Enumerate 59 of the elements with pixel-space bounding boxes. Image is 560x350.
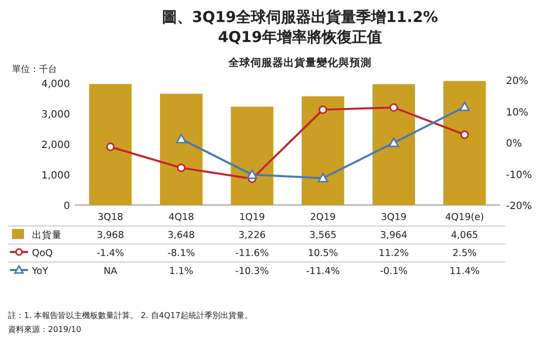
bar	[443, 81, 486, 205]
y-tick-label: 4,000	[41, 79, 70, 90]
data-label: 3,648	[168, 230, 195, 241]
x-tick-label: 3Q18	[98, 212, 124, 223]
point	[460, 130, 469, 139]
y2-tick-label: -20%	[506, 201, 532, 212]
point	[318, 172, 328, 182]
data-label: 11.4%	[449, 266, 480, 277]
data-label: 4,065	[450, 230, 478, 241]
data-label: -10.3%	[235, 266, 269, 277]
point	[390, 103, 398, 112]
y-tick-label: 3,000	[41, 110, 70, 121]
y-axis-title: 單位：千台	[12, 64, 57, 75]
data-label: -8.1%	[167, 248, 196, 259]
source-note: 資料來源：2019/10	[8, 325, 82, 334]
chart-subtitle: 4Q19年增率將恢復正值	[218, 28, 382, 46]
x-tick-label: 4Q18	[168, 212, 194, 223]
y2-tick-label: 10%	[506, 107, 528, 118]
point	[388, 138, 399, 148]
data-label: -11.6%	[235, 248, 269, 259]
y-tick-label: 0	[64, 201, 70, 212]
data-label: 10.5%	[308, 248, 338, 259]
point	[106, 142, 115, 152]
point	[176, 134, 186, 144]
x-tick-label: 3Q19	[380, 212, 407, 223]
bar	[372, 84, 415, 205]
y2-tick-label: 20%	[506, 76, 528, 87]
x-tick-label: 2Q19	[310, 212, 336, 223]
data-label: 3,226	[238, 230, 266, 241]
data-label: 3,964	[380, 230, 408, 241]
chart-title: 圖、3Q19全球伺服器出貨量季增11.2%	[162, 8, 438, 26]
bar	[230, 106, 274, 205]
x-tick-label: 4Q19(e)	[445, 212, 484, 223]
y-tick-label: 1,000	[41, 170, 70, 182]
data-label: 2.5%	[452, 248, 477, 259]
point	[246, 169, 258, 179]
legend-label: 出貨量	[32, 229, 62, 241]
data-label: 3,565	[309, 230, 337, 241]
y-tick-label: 2,000	[41, 140, 70, 152]
data-label: -0.1%	[380, 266, 408, 277]
data-label: -11.4%	[306, 266, 340, 277]
x-tick-label: 1Q19	[239, 212, 265, 223]
data-label: 1.1%	[169, 266, 194, 277]
y2-tick-label: 0%	[506, 138, 522, 150]
data-label: -1.4%	[96, 248, 124, 259]
bar	[302, 96, 344, 205]
bar	[160, 94, 202, 205]
point	[318, 105, 328, 114]
data-label: 11.2%	[378, 248, 409, 259]
bar	[89, 84, 132, 205]
text: 註：1. 本報告皆以主機板數量計算。 2. 自4Q17起統計季別出貨量。	[8, 311, 252, 320]
point	[459, 102, 470, 112]
point	[177, 164, 186, 172]
text: NA	[104, 266, 118, 277]
y2-tick-label: -10%	[506, 170, 532, 181]
text: 全球伺服器出貨量變化與預測	[228, 56, 372, 69]
data-label: 3,968	[96, 230, 124, 241]
legend-label: YoY	[31, 266, 48, 277]
legend-label: QoQ	[32, 248, 53, 259]
